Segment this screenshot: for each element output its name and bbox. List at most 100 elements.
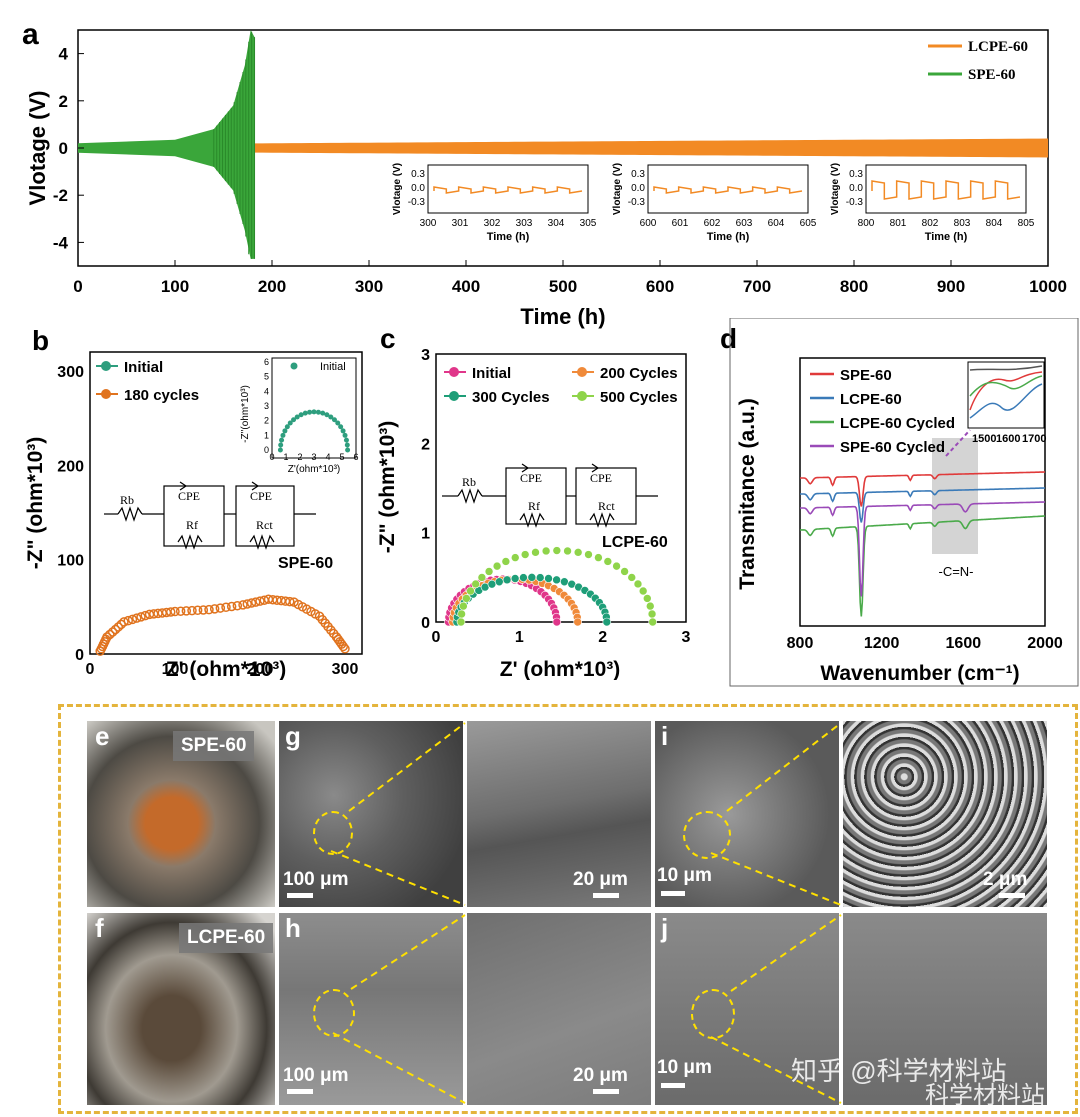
d-xtick-label: 800 bbox=[787, 635, 814, 652]
sem-j-zoom-circle bbox=[691, 989, 735, 1039]
b-inset-point bbox=[284, 424, 290, 430]
b-inset-xtick-label: 6 bbox=[353, 452, 358, 462]
sem-j-high bbox=[843, 913, 1047, 1105]
b-inset-xtick-label: 2 bbox=[297, 452, 302, 462]
sem-i-high: 2 μm bbox=[843, 721, 1047, 907]
b-inset-xtick-label: 3 bbox=[311, 452, 316, 462]
b-point-180 bbox=[209, 604, 220, 614]
b-point-180 bbox=[116, 619, 126, 630]
scale-j-low-label: 10 μm bbox=[657, 1057, 712, 1078]
c-point-series-3 bbox=[584, 550, 593, 559]
sem-h-zoom-circle bbox=[313, 989, 355, 1037]
c-xtick-label: 0 bbox=[432, 629, 441, 646]
circuit-c-rb: Rb bbox=[462, 475, 476, 489]
legend-c-200: 200 Cycles bbox=[600, 365, 678, 382]
b-point-180 bbox=[242, 599, 252, 609]
a-inset-xtick-label: 803 bbox=[954, 218, 971, 229]
c-point-series-3 bbox=[638, 586, 648, 596]
legend-spe-label: SPE-60 bbox=[968, 67, 1016, 83]
b-point-180 bbox=[221, 602, 231, 613]
a-inset-xlabel: Time (h) bbox=[925, 231, 968, 243]
a-inset-ytick-label: -0.3 bbox=[628, 197, 646, 208]
d-xtick-label: 2000 bbox=[1027, 635, 1063, 652]
a-inset-ytick-label: 0.0 bbox=[631, 183, 645, 194]
c-point-series-3 bbox=[459, 601, 468, 611]
inset-d-tick-1500: 1500 bbox=[972, 433, 996, 445]
tag-f: LCPE-60 bbox=[179, 923, 274, 953]
panel-b-xlabel: Z' (ohm*10³) bbox=[166, 658, 287, 680]
panel-d-chart: d 800 1200 1600 2000 -C=N- Wavenumber (cm⁻¹… bbox=[720, 318, 1079, 687]
sem-h-high: 20 μm bbox=[467, 913, 651, 1105]
watermark-secondary: 科学材料站 bbox=[925, 1082, 1045, 1109]
a-inset-xtick-label: 603 bbox=[736, 218, 753, 229]
b-inset-point bbox=[342, 432, 348, 438]
legend-c-initial: Initial bbox=[472, 365, 511, 382]
a-inset-ylabel: Vlotage (V) bbox=[612, 163, 623, 215]
b-inset-point bbox=[278, 442, 284, 448]
c-xtick-label: 1 bbox=[515, 629, 524, 646]
c-xtick-label: 3 bbox=[682, 629, 691, 646]
b-xtick-label: 200 bbox=[247, 661, 274, 678]
a-xtick-label: 700 bbox=[743, 277, 771, 296]
a-ytick-label: -4 bbox=[53, 233, 69, 252]
panel-b-ylabel: -Z" (ohm*10³) bbox=[24, 437, 47, 569]
c-point-series-3 bbox=[510, 553, 520, 562]
c-ytick-label: 2 bbox=[421, 436, 430, 453]
scale-h-low-label: 100 μm bbox=[283, 1065, 349, 1086]
b-inset-point bbox=[345, 447, 351, 453]
panel-label-g: g bbox=[285, 721, 301, 751]
c-point-series-3 bbox=[563, 546, 572, 556]
circuit-c-cpe2: CPE bbox=[590, 471, 612, 485]
panel-c-legend bbox=[444, 367, 594, 401]
scale-i-high-label: 2 μm bbox=[983, 869, 1028, 890]
b-inset-ytick-label: 4 bbox=[264, 386, 269, 396]
inset-b-ylabel: -Z''(ohm*10³) bbox=[240, 385, 251, 443]
a-ytick-label: 2 bbox=[59, 92, 68, 111]
b-inset-xtick-label: 4 bbox=[325, 452, 330, 462]
a-inset-xtick-label: 302 bbox=[484, 218, 501, 229]
d-xtick-label: 1200 bbox=[864, 635, 900, 652]
c-point-series-3 bbox=[620, 567, 629, 576]
c-point-series-3 bbox=[645, 601, 655, 611]
b-point-180 bbox=[246, 598, 257, 608]
scale-g-high-label: 20 μm bbox=[573, 869, 628, 890]
a-series-spe-envelope bbox=[78, 30, 255, 259]
d-series-line-1 bbox=[800, 487, 1045, 523]
sem-i-low: i 10 μm bbox=[655, 721, 839, 907]
a-xtick-label: 300 bbox=[355, 277, 383, 296]
b-inset-xtick-label: 5 bbox=[339, 452, 344, 462]
b-point-180 bbox=[107, 627, 118, 637]
b-inset-point bbox=[307, 409, 313, 415]
a-inset-xtick-label: 305 bbox=[580, 218, 597, 229]
a-inset-xtick-label: 800 bbox=[858, 218, 875, 229]
b-inset-point bbox=[291, 417, 297, 423]
inset-b-legend-marker bbox=[290, 362, 298, 370]
b-xtick-label: 300 bbox=[332, 661, 359, 678]
scale-h-high-bar bbox=[593, 1089, 619, 1094]
a-inset-xtick-label: 801 bbox=[890, 218, 907, 229]
b-inset-point bbox=[302, 410, 308, 416]
b-inset-ytick-label: 6 bbox=[264, 357, 269, 367]
inset-d-tick-1700: 1700 bbox=[1022, 433, 1046, 445]
sem-h-low: h 100 μm bbox=[279, 913, 463, 1105]
b-point-180 bbox=[226, 601, 237, 612]
b-inset-point bbox=[287, 420, 293, 426]
a-xtick-label: 900 bbox=[937, 277, 965, 296]
panel-label-j: j bbox=[661, 913, 669, 943]
a-xtick-label: 800 bbox=[840, 277, 868, 296]
c-point-series-3 bbox=[552, 546, 562, 555]
a-xtick-label: 0 bbox=[73, 277, 82, 296]
b-xtick-label: 0 bbox=[86, 661, 95, 678]
a-xtick-label: 400 bbox=[452, 277, 480, 296]
panel-a-xlabel: Time (h) bbox=[520, 304, 605, 329]
b-point-180 bbox=[132, 613, 142, 623]
legend-c-300: 300 Cycles bbox=[472, 389, 550, 406]
c-point-series-3 bbox=[647, 609, 657, 619]
panel-c-annotation: LCPE-60 bbox=[602, 534, 668, 551]
a-inset-ytick-label: -0.3 bbox=[846, 197, 864, 208]
scale-g-low-bar bbox=[287, 893, 313, 898]
inset-b-title: Initial bbox=[320, 361, 346, 373]
panel-a-ylabel: Vlotage (V) bbox=[25, 91, 50, 206]
a-inset-xlabel: Time (h) bbox=[707, 231, 750, 243]
panel-d-highlight bbox=[932, 438, 978, 554]
